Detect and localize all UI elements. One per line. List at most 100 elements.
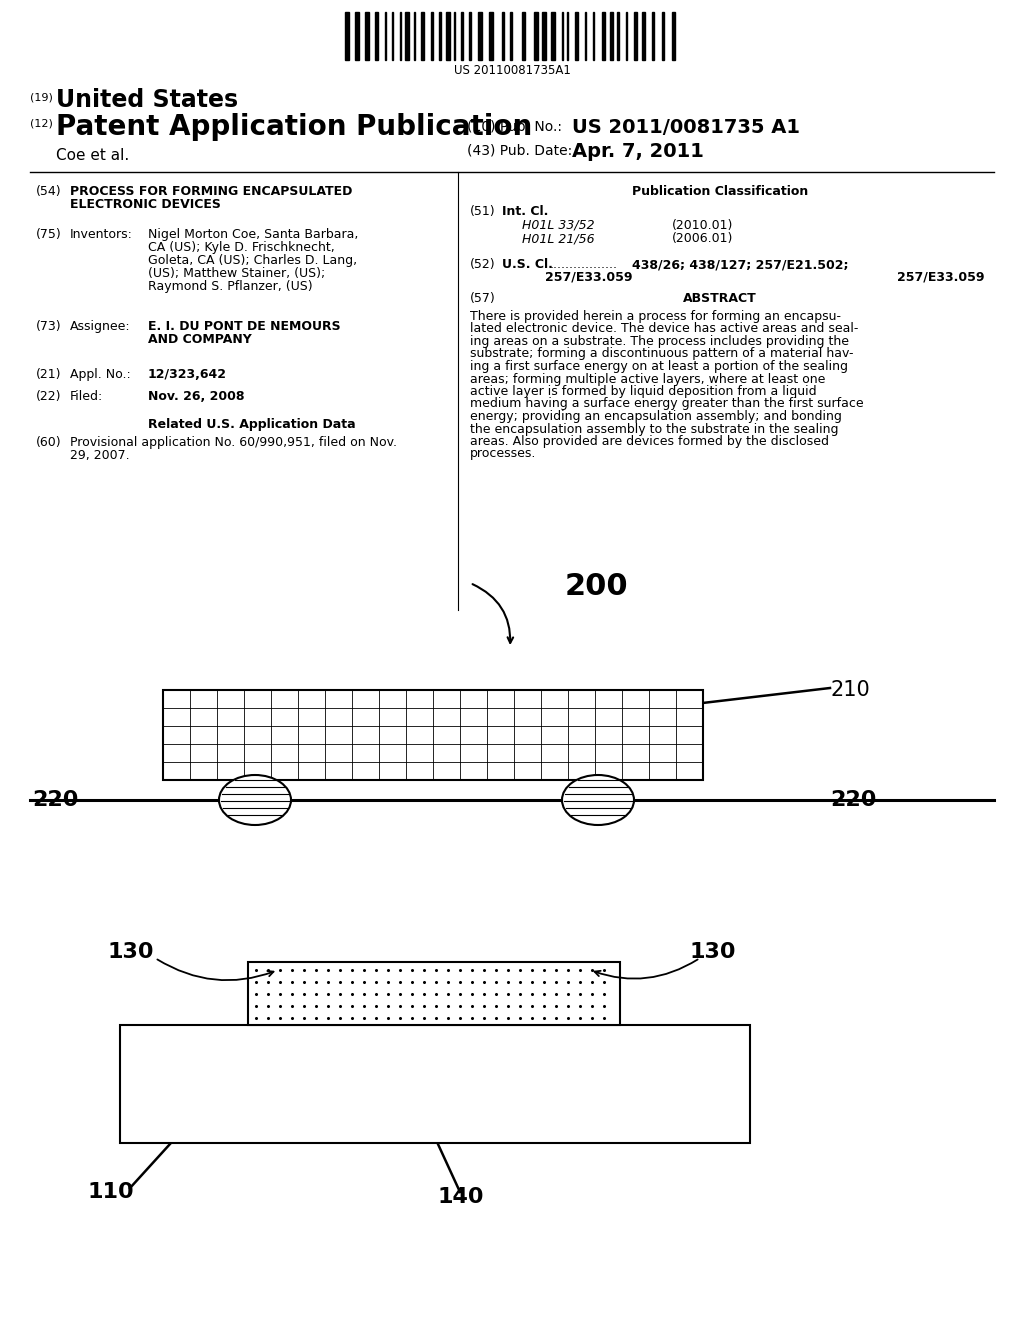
Text: Publication Classification: Publication Classification [632,185,808,198]
Bar [345,12,349,59]
Text: There is provided herein a process for forming an encapsu-: There is provided herein a process for f… [470,310,841,323]
Bar [120,1026,750,1143]
Bar [446,12,450,59]
Bar [672,12,675,59]
Text: (US); Matthew Stainer, (US);: (US); Matthew Stainer, (US); [148,267,326,280]
Ellipse shape [219,775,291,825]
Text: active layer is formed by liquid deposition from a liquid: active layer is formed by liquid deposit… [470,385,816,399]
Text: 29, 2007.: 29, 2007. [70,449,130,462]
Text: Coe et al.: Coe et al. [56,148,129,162]
Text: ELECTRONIC DEVICES: ELECTRONIC DEVICES [70,198,221,211]
Bar [642,12,645,59]
Text: 12/323,642: 12/323,642 [148,368,227,381]
Bar [439,12,441,59]
Text: 210: 210 [830,680,869,700]
Text: 220: 220 [32,789,79,810]
Bar [602,12,605,59]
Text: 438/26; 438/127; 257/E21.502;: 438/26; 438/127; 257/E21.502; [632,257,849,271]
Text: lated electronic device. The device has active areas and seal-: lated electronic device. The device has … [470,322,858,335]
Text: (60): (60) [36,436,61,449]
Bar [478,12,482,59]
Bar [522,12,525,59]
Text: areas. Also provided are devices formed by the disclosed: areas. Also provided are devices formed … [470,436,829,447]
Text: (75): (75) [36,228,61,242]
Text: (2006.01): (2006.01) [672,232,733,246]
Text: ing a first surface energy on at least a portion of the sealing: ing a first surface energy on at least a… [470,360,848,374]
Text: Provisional application No. 60/990,951, filed on Nov.: Provisional application No. 60/990,951, … [70,436,397,449]
Text: (22): (22) [36,389,61,403]
Text: (52): (52) [470,257,496,271]
Bar [421,12,424,59]
Text: medium having a surface energy greater than the first surface: medium having a surface energy greater t… [470,397,863,411]
Text: 130: 130 [108,942,155,962]
Text: Assignee:: Assignee: [70,319,131,333]
Bar [375,12,378,59]
Text: Inventors:: Inventors: [70,228,133,242]
Text: Goleta, CA (US); Charles D. Lang,: Goleta, CA (US); Charles D. Lang, [148,253,357,267]
Text: CA (US); Kyle D. Frischknecht,: CA (US); Kyle D. Frischknecht, [148,242,335,253]
Bar [542,12,546,59]
Bar [365,12,369,59]
Text: US 2011/0081735 A1: US 2011/0081735 A1 [572,117,800,137]
Bar [662,12,664,59]
Bar [534,12,538,59]
Text: (43) Pub. Date:: (43) Pub. Date: [467,144,572,158]
Text: substrate; forming a discontinuous pattern of a material hav-: substrate; forming a discontinuous patte… [470,347,853,360]
Text: 140: 140 [438,1187,484,1206]
Bar [617,12,618,59]
Text: Nov. 26, 2008: Nov. 26, 2008 [148,389,245,403]
Ellipse shape [562,775,634,825]
Text: 220: 220 [830,789,877,810]
Bar [461,12,463,59]
Bar [551,12,555,59]
Text: (73): (73) [36,319,61,333]
Text: Apr. 7, 2011: Apr. 7, 2011 [572,143,703,161]
Text: (57): (57) [470,292,496,305]
Text: AND COMPANY: AND COMPANY [148,333,252,346]
Text: Patent Application Publication: Patent Application Publication [56,114,532,141]
Text: 110: 110 [88,1181,134,1203]
Text: (12): (12) [30,117,53,128]
Text: Filed:: Filed: [70,389,103,403]
Text: (51): (51) [470,205,496,218]
Text: areas; forming multiple active layers, where at least one: areas; forming multiple active layers, w… [470,372,825,385]
Text: Nigel Morton Coe, Santa Barbara,: Nigel Morton Coe, Santa Barbara, [148,228,358,242]
Bar [610,12,613,59]
Text: Raymond S. Pflanzer, (US): Raymond S. Pflanzer, (US) [148,280,312,293]
Bar [652,12,654,59]
Bar [510,12,512,59]
Bar [248,962,620,1026]
Text: H01L 21/56: H01L 21/56 [522,232,595,246]
Bar [406,12,409,59]
Bar [431,12,433,59]
Text: Related U.S. Application Data: Related U.S. Application Data [148,418,355,432]
Bar [489,12,493,59]
Text: US 20110081735A1: US 20110081735A1 [454,63,570,77]
Text: processes.: processes. [470,447,537,461]
Text: E. I. DU PONT DE NEMOURS: E. I. DU PONT DE NEMOURS [148,319,341,333]
Text: (19): (19) [30,92,53,102]
Bar [469,12,471,59]
Text: (10) Pub. No.:: (10) Pub. No.: [467,120,562,135]
Text: .................: ................. [550,257,618,271]
Text: 257/E33.059: 257/E33.059 [897,271,985,284]
Text: 130: 130 [690,942,736,962]
Bar [355,12,359,59]
Text: ing areas on a substrate. The process includes providing the: ing areas on a substrate. The process in… [470,335,849,348]
Text: 200: 200 [565,572,629,601]
Text: ABSTRACT: ABSTRACT [683,292,757,305]
Text: Int. Cl.: Int. Cl. [502,205,549,218]
Bar [575,12,578,59]
Text: U.S. Cl.: U.S. Cl. [502,257,553,271]
Text: energy; providing an encapsulation assembly; and bonding: energy; providing an encapsulation assem… [470,411,842,422]
Text: PROCESS FOR FORMING ENCAPSULATED: PROCESS FOR FORMING ENCAPSULATED [70,185,352,198]
Text: (21): (21) [36,368,61,381]
Bar [163,690,703,780]
Text: Appl. No.:: Appl. No.: [70,368,131,381]
Text: (54): (54) [36,185,61,198]
Text: 257/E33.059: 257/E33.059 [545,271,632,284]
Text: the encapsulation assembly to the substrate in the sealing: the encapsulation assembly to the substr… [470,422,839,436]
Text: United States: United States [56,88,239,112]
Bar [634,12,637,59]
Text: H01L 33/52: H01L 33/52 [522,219,595,232]
